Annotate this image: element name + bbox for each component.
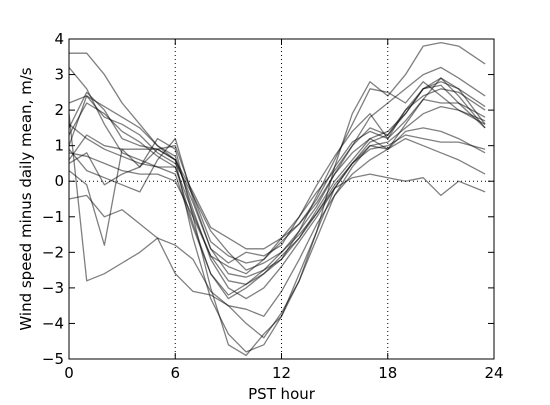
y-tick-label: 4 bbox=[54, 30, 64, 48]
x-tick-label: 6 bbox=[170, 364, 180, 382]
y-axis-title: Wind speed minus daily mean, m/s bbox=[17, 67, 35, 330]
series-line-12 bbox=[68, 88, 486, 357]
series-line-5 bbox=[68, 77, 486, 275]
series-line-14 bbox=[68, 95, 486, 300]
y-tick-label: −2 bbox=[42, 243, 64, 261]
y-tick-label: −4 bbox=[42, 314, 64, 332]
series-line-1 bbox=[68, 66, 486, 300]
series-line-4 bbox=[68, 77, 486, 250]
grid-layer bbox=[69, 39, 494, 359]
x-tick-label: 12 bbox=[272, 364, 291, 382]
series-line-13 bbox=[68, 84, 486, 278]
y-tick-label: 0 bbox=[54, 172, 64, 190]
y-tick-label: −3 bbox=[42, 279, 64, 297]
y-tick-label: −1 bbox=[42, 208, 64, 226]
series-line-7 bbox=[68, 66, 486, 296]
y-tick-label: 3 bbox=[54, 66, 64, 84]
series-layer bbox=[68, 41, 486, 357]
series-line-10 bbox=[68, 145, 486, 271]
y-tick-label: 1 bbox=[54, 137, 64, 155]
y-tick-label: −5 bbox=[42, 350, 64, 368]
x-axis-title: PST hour bbox=[248, 385, 316, 400]
x-tick-label: 18 bbox=[378, 364, 397, 382]
x-tick-label: 0 bbox=[64, 364, 74, 382]
x-tick-label: 24 bbox=[484, 364, 503, 382]
series-line-11 bbox=[68, 113, 486, 317]
y-tick-label: 2 bbox=[54, 101, 64, 119]
series-line-8 bbox=[69, 41, 486, 353]
